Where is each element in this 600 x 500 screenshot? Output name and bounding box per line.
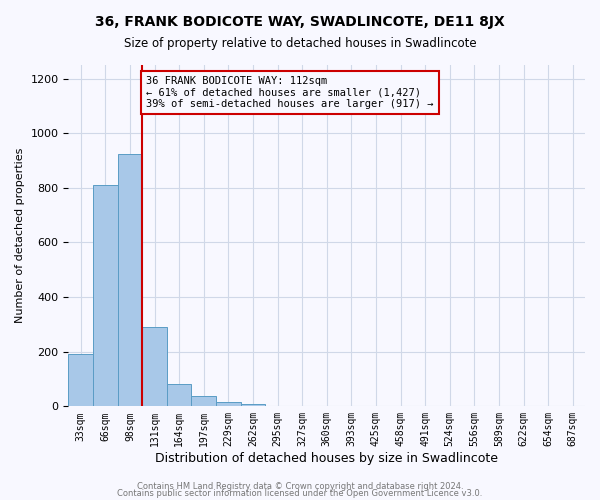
Bar (118, 154, 142, 406)
X-axis label: Distribution of detached houses by size in Swadlincote: Distribution of detached houses by size … (155, 452, 498, 465)
Bar (142, 327, 167, 406)
Text: Contains HM Land Registry data © Crown copyright and database right 2024.: Contains HM Land Registry data © Crown c… (137, 482, 463, 491)
Bar (216, 402, 241, 406)
Y-axis label: Number of detached properties: Number of detached properties (15, 148, 25, 324)
Bar (167, 384, 191, 406)
Bar (191, 396, 216, 406)
Text: Contains public sector information licensed under the Open Government Licence v3: Contains public sector information licen… (118, 489, 482, 498)
Bar (93, 185, 118, 406)
Bar (68, 354, 93, 406)
Text: Size of property relative to detached houses in Swadlincote: Size of property relative to detached ho… (124, 38, 476, 51)
Bar (241, 404, 265, 406)
Text: 36, FRANK BODICOTE WAY, SWADLINCOTE, DE11 8JX: 36, FRANK BODICOTE WAY, SWADLINCOTE, DE1… (95, 15, 505, 29)
Text: 36 FRANK BODICOTE WAY: 112sqm
← 61% of detached houses are smaller (1,427)
39% o: 36 FRANK BODICOTE WAY: 112sqm ← 61% of d… (146, 76, 433, 109)
